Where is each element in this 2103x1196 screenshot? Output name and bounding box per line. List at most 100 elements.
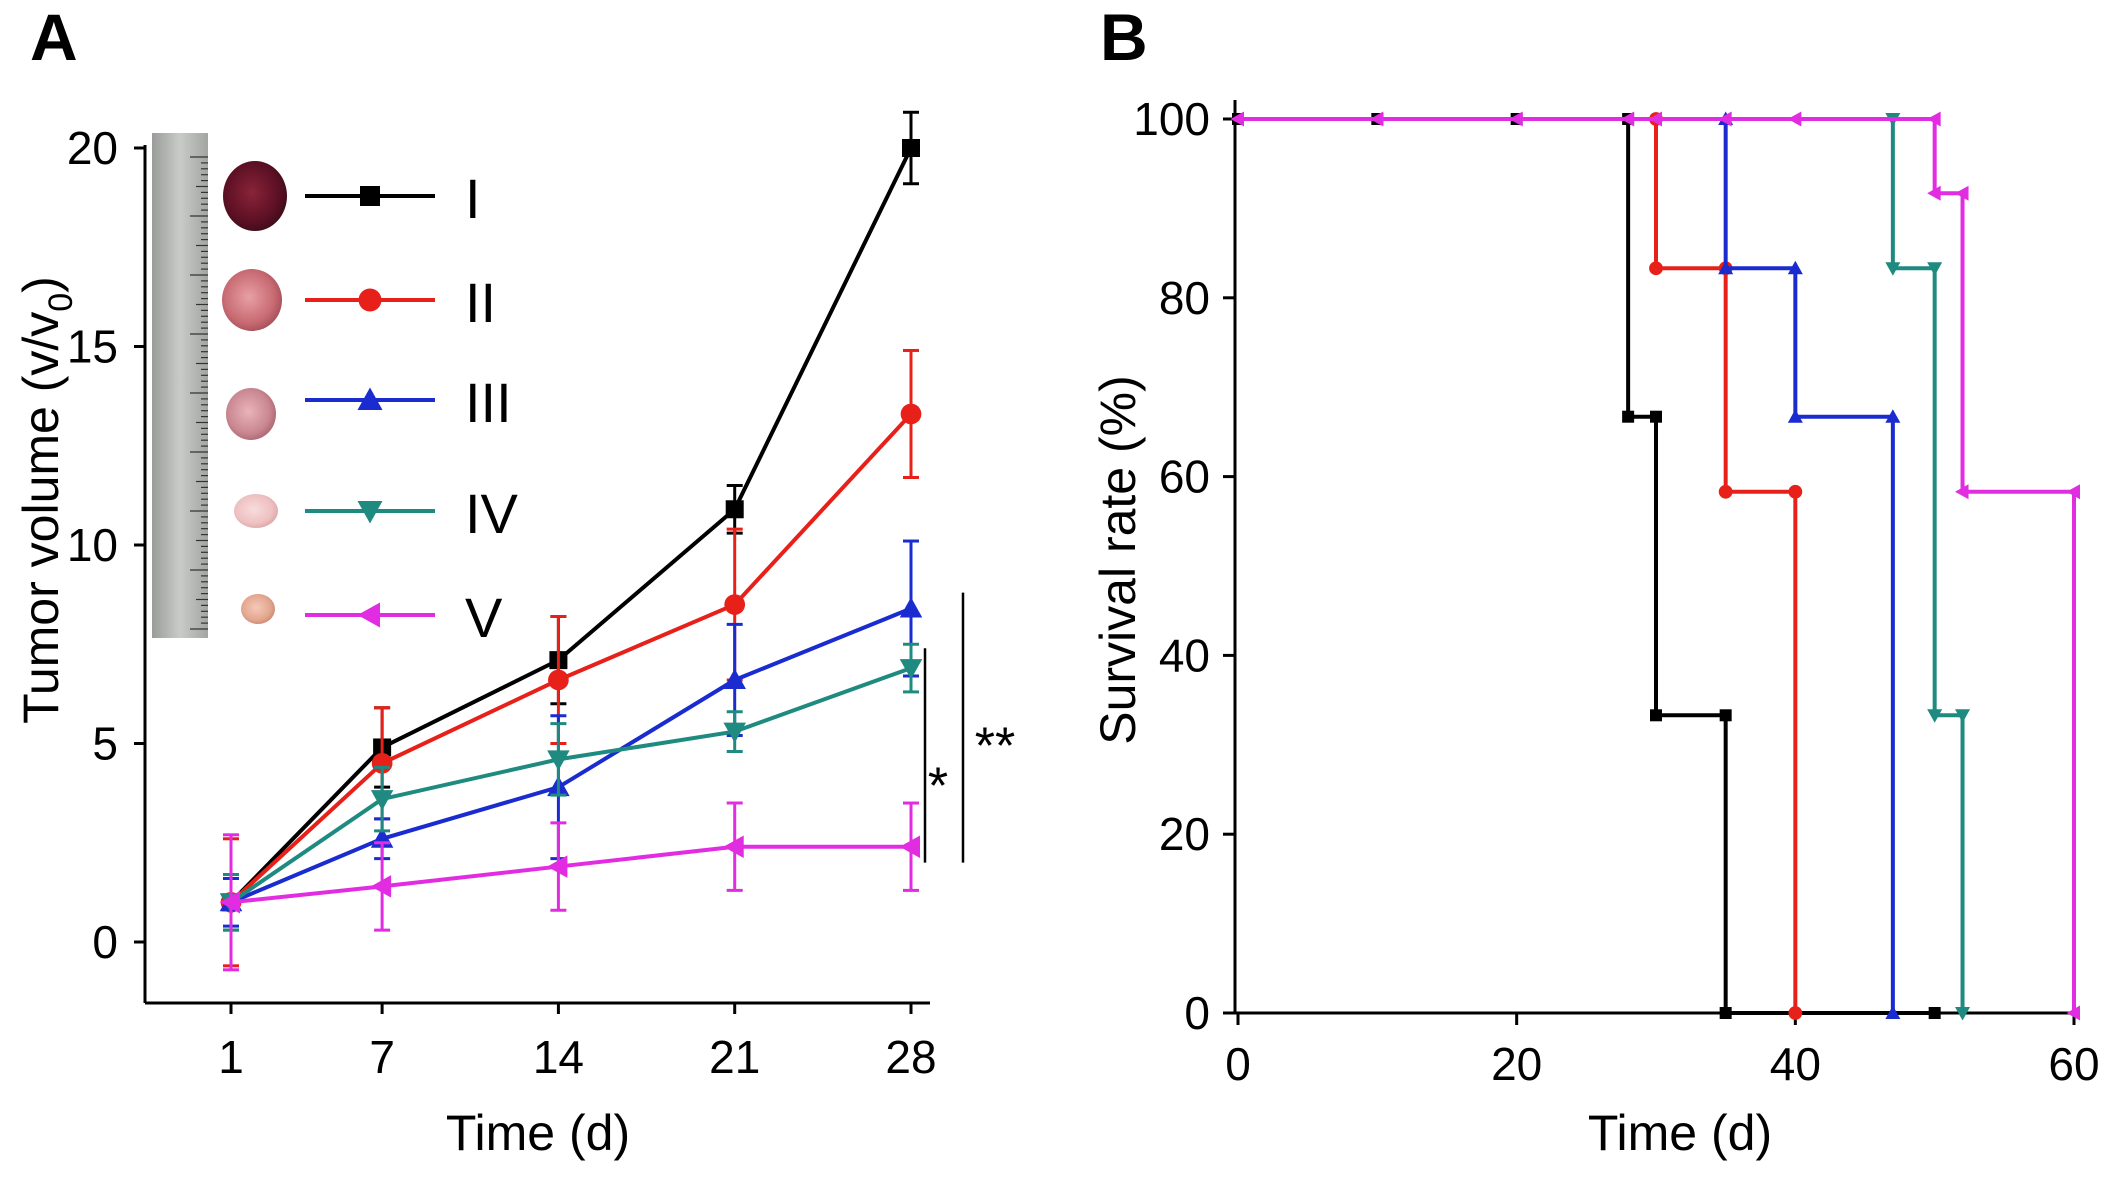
- data-point: [370, 875, 392, 898]
- data-point: [725, 500, 744, 519]
- data-point: [547, 855, 568, 878]
- panel-a-series-III: [219, 539, 923, 928]
- tumor-photo-group-IV: [234, 494, 278, 528]
- panel-b-series-III: [1238, 111, 1901, 1019]
- panel-a-x-tick-label: 14: [533, 1031, 584, 1083]
- panel-b-x-axis-title: Time (d): [1588, 1105, 1772, 1161]
- panel-a-x-tick-label: 28: [885, 1031, 936, 1083]
- legend-marker: [357, 602, 380, 628]
- censor-marker: [2066, 484, 2080, 500]
- censor-marker: [1955, 709, 1971, 723]
- ruler-ticks: [190, 156, 208, 630]
- tumor-photo-group-V: [241, 594, 275, 624]
- panel-b-series-IV: [1238, 113, 1971, 1021]
- censor-marker: [1648, 111, 1662, 127]
- censor-marker: [1369, 111, 1384, 127]
- censor-marker: [1955, 484, 1969, 500]
- panel-b-x-tick-label: 0: [1225, 1038, 1251, 1090]
- panel-a-x-axis-title: Time (d): [446, 1105, 630, 1161]
- panel-a-y-tick-label: 0: [92, 916, 118, 968]
- censor-marker: [1650, 709, 1662, 722]
- data-point: [899, 835, 920, 858]
- censor-marker: [1718, 260, 1734, 275]
- sig-label-single: *: [928, 757, 948, 815]
- panel-a-series-I: [222, 110, 920, 932]
- data-point: [900, 403, 922, 425]
- panel-b-series-I: [1232, 113, 1941, 1019]
- panel-a-series-group: [219, 110, 923, 972]
- panel-b-y-axis-title: Survival rate (%): [1090, 375, 1146, 745]
- panel-a-y-ticks: 0510152025: [67, 122, 145, 968]
- panel-a-axes: [143, 145, 930, 1005]
- data-point: [902, 139, 920, 157]
- panel-a-x-tick-label: 1: [218, 1031, 244, 1083]
- panel-a-y-axis-title-close: ): [13, 276, 69, 293]
- legend-label: II: [465, 271, 496, 334]
- censor-marker: [1928, 1007, 1941, 1019]
- legend-label: V: [465, 586, 503, 649]
- legend-item-V: V: [305, 586, 503, 649]
- panel-b-series-V: [1230, 111, 2080, 1021]
- censor-marker: [1788, 1006, 1803, 1020]
- legend-label: IV: [465, 482, 519, 545]
- panel-b-y-tick-label: 100: [1133, 93, 1210, 145]
- panel-a-x-tick-label: 21: [709, 1031, 760, 1083]
- panel-a-y-axis-title: Tumor volume (v/v0): [13, 276, 80, 724]
- censor-marker: [1927, 262, 1943, 276]
- tumor-photo-group-III: [226, 388, 276, 440]
- legend-marker: [357, 387, 383, 410]
- legend-item-III: III: [305, 371, 512, 434]
- panel-a-significance: ***: [923, 592, 1015, 863]
- panel-b-series-II: [1238, 112, 1803, 1020]
- censor-marker: [1650, 410, 1662, 423]
- censor-marker: [1885, 1005, 1901, 1019]
- data-point: [370, 790, 394, 811]
- panel-b-x-tick-label: 20: [1491, 1038, 1542, 1090]
- data-point: [547, 750, 570, 771]
- tumor-photo-inset: [152, 133, 287, 638]
- panel-a-y-tick-label: 15: [67, 321, 118, 373]
- censor-marker: [1622, 410, 1635, 423]
- censor-marker: [1927, 111, 1941, 127]
- survival-step-line: [1238, 117, 1935, 1015]
- series-line: [229, 412, 913, 904]
- data-point: [723, 835, 744, 858]
- survival-step-line: [1238, 117, 1798, 1013]
- tumor-photo-group-I: [223, 161, 287, 231]
- panel-b-y-tick-label: 40: [1159, 629, 1210, 681]
- censor-marker: [1787, 409, 1803, 423]
- censor-marker: [1885, 409, 1901, 423]
- panel-b-series-group: [1230, 111, 2080, 1021]
- legend-item-IV: IV: [305, 482, 519, 545]
- panel-b-label: B: [1100, 0, 1148, 74]
- censor-marker: [1509, 111, 1523, 127]
- censor-marker: [1955, 185, 1969, 201]
- panel-b-chart: 0 20 40 60 80 100 0 20 40 60 Time (d) Survival r…: [1090, 93, 2100, 1161]
- panel-a-y-tick-label: 20: [67, 122, 118, 174]
- series-line: [230, 844, 911, 905]
- panel-a-x-tick-label: 7: [369, 1031, 395, 1083]
- panel-a-label: A: [30, 0, 78, 74]
- legend-item-I: I: [305, 167, 481, 230]
- censor-marker: [1719, 709, 1732, 722]
- panel-b-x-tick-label: 60: [2048, 1038, 2099, 1090]
- panel-a-series-IV: [219, 642, 923, 932]
- panel-a-series-II: [220, 348, 922, 968]
- legend-marker: [357, 501, 383, 524]
- legend-item-II: II: [305, 271, 496, 334]
- panel-b-x-tick-label: 40: [1770, 1038, 1821, 1090]
- panel-b-y-ticks: 0 20 40 60 80 100: [1133, 93, 1235, 1039]
- censor-marker: [1620, 111, 1635, 127]
- censor-marker: [1230, 111, 1244, 127]
- legend-label: III: [465, 371, 512, 434]
- data-point: [219, 891, 240, 914]
- censor-marker: [1787, 111, 1802, 127]
- survival-step-line: [1238, 117, 1965, 1013]
- ruler-image: [152, 133, 208, 638]
- legend-marker: [358, 288, 382, 312]
- panel-a-y-axis-title-main: Tumor volume (v/v: [13, 312, 69, 724]
- panel-b-y-tick-label: 80: [1159, 272, 1210, 324]
- panel-b-y-tick-label: 0: [1184, 987, 1210, 1039]
